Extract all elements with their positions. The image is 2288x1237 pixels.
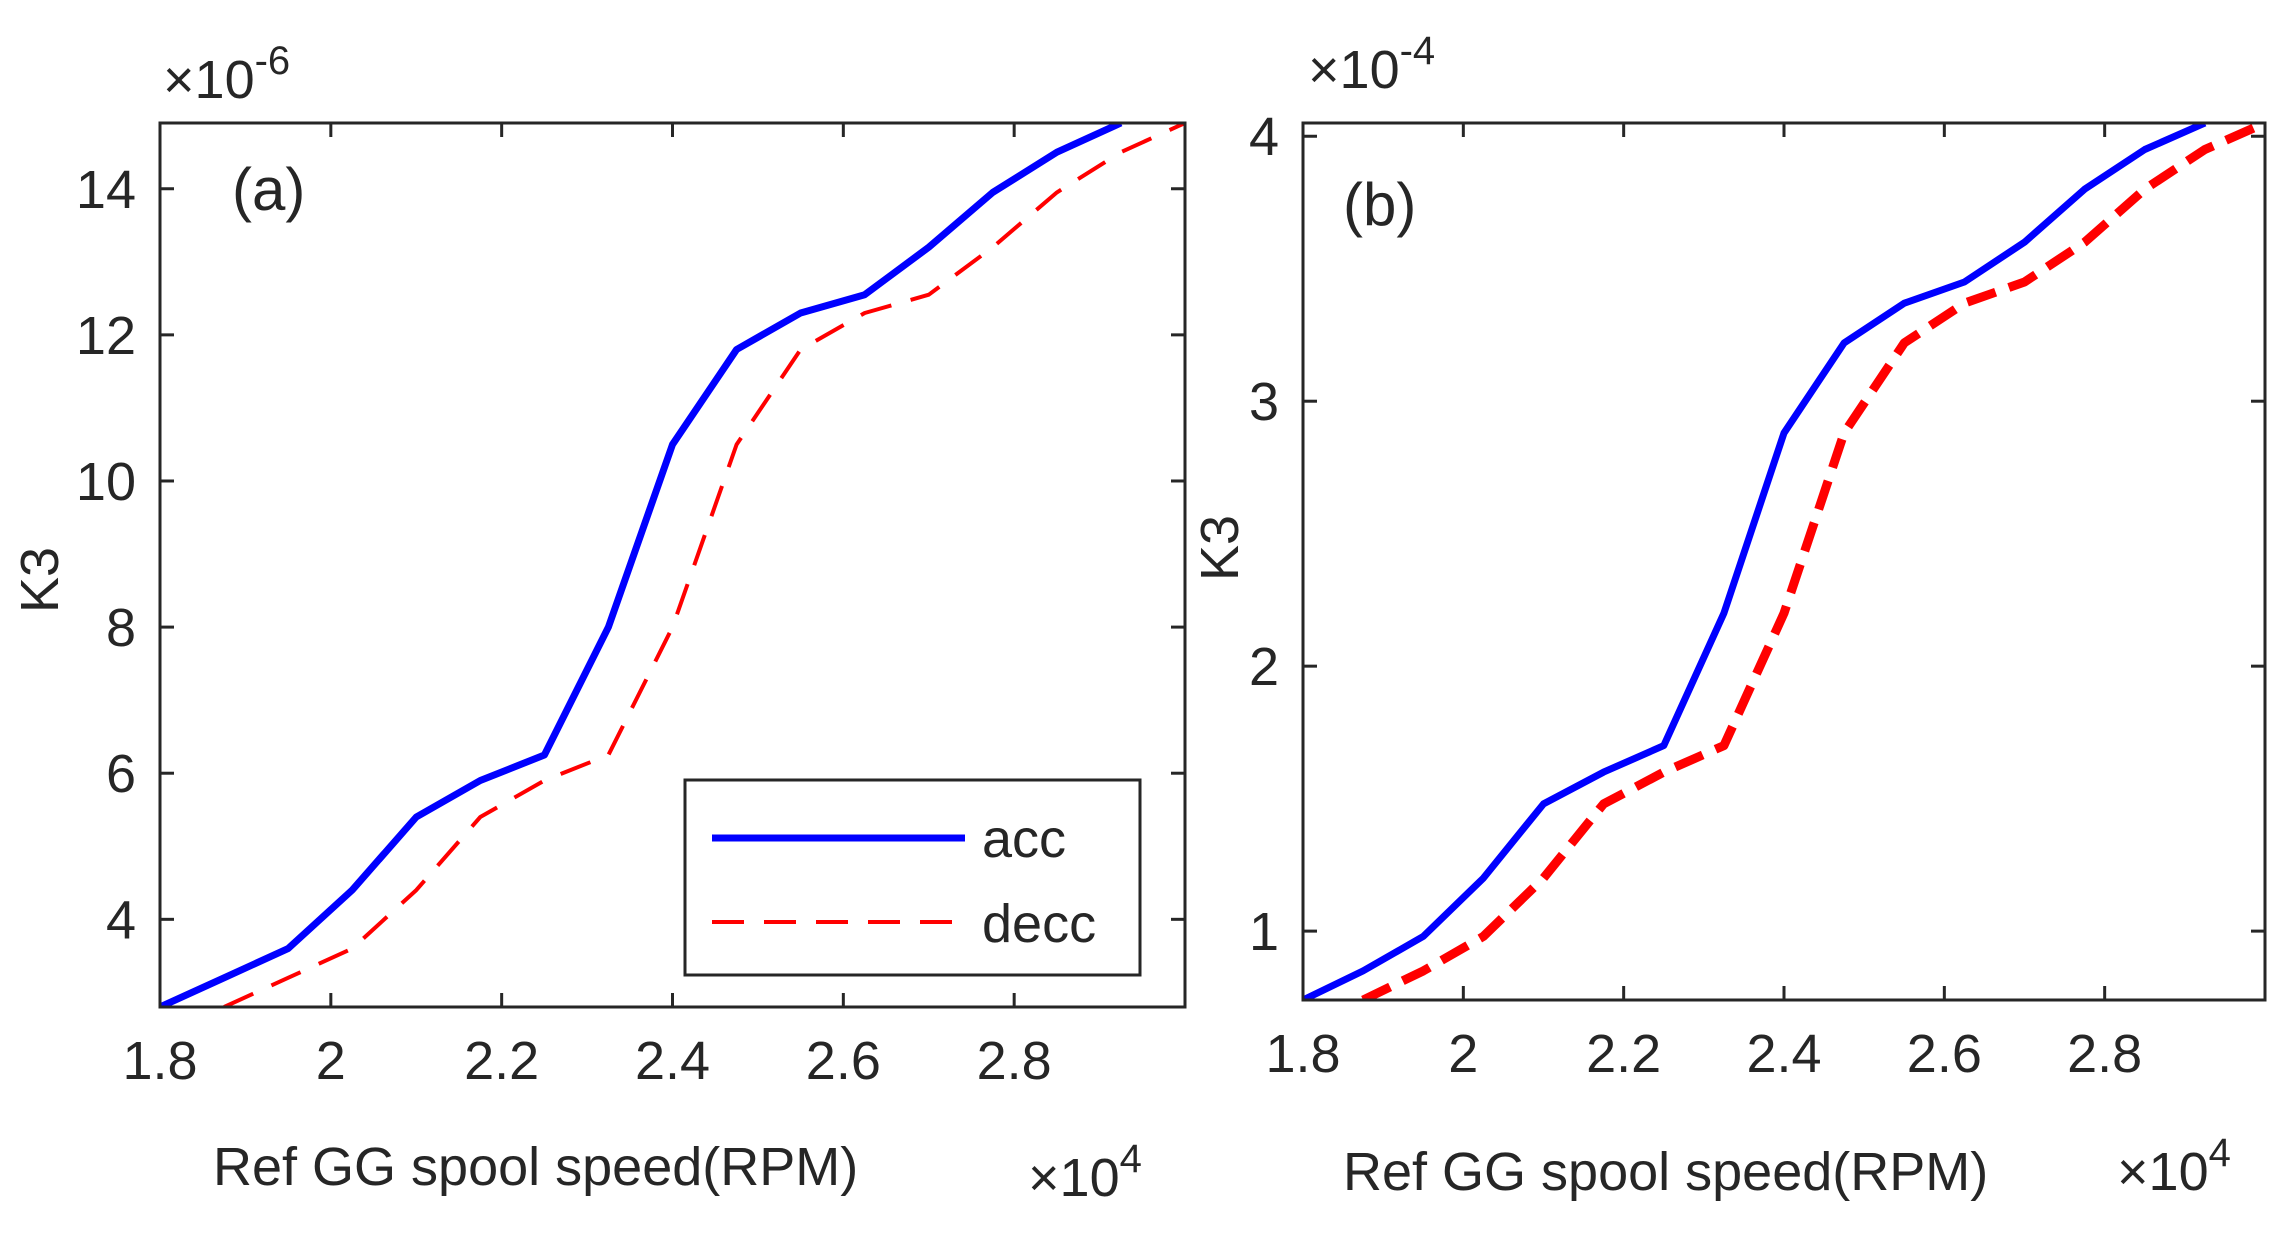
panel-b: 1.8 2 2.2 2.4 2.6 2.8 1 2 3 4 (b) ×10-4 ×104 Ref… xyxy=(1190,29,2267,1202)
series-line-acc-b xyxy=(1303,123,2207,1000)
y-tick-label-a: 10 xyxy=(76,452,136,512)
x-multiplier-b: ×104 xyxy=(2117,1131,2231,1202)
y-tick-label-a: 8 xyxy=(106,598,136,658)
x-tick-label-b: 2 xyxy=(1448,1024,1478,1084)
x-axis-label-a: Ref GG spool speed(RPM) xyxy=(213,1137,858,1197)
x-tick-label-b: 2.4 xyxy=(1746,1024,1821,1084)
x-tick-label-a: 2 xyxy=(316,1031,346,1091)
x-tick-label-b: 2.2 xyxy=(1586,1024,1661,1084)
x-tick-label-a: 2.2 xyxy=(464,1031,539,1091)
panel-label-b: (b) xyxy=(1343,171,1416,238)
y-tick-label-a: 4 xyxy=(106,890,136,950)
legend-a: acc decc xyxy=(683,778,1142,977)
series-line-decc-b xyxy=(1361,123,2265,1000)
x-tick-label-a: 2.6 xyxy=(806,1031,881,1091)
series-line-decc-a xyxy=(223,123,1185,1007)
y-tick-label-a: 6 xyxy=(106,744,136,804)
y-tick-label-b: 1 xyxy=(1249,902,1279,962)
y-ticks-a: 4 6 8 10 12 14 xyxy=(76,160,1185,950)
x-tick-label-b: 1.8 xyxy=(1265,1024,1340,1084)
panel-a: 1.8 2 2.2 2.4 2.6 2.8 4 6 8 10 12 14 (a) ×10-6 ×10… xyxy=(10,39,1187,1208)
legend-box-a xyxy=(683,778,1142,977)
x-multiplier-a: ×104 xyxy=(1028,1137,1142,1208)
x-tick-label-a: 1.8 xyxy=(122,1031,197,1091)
y-tick-label-a: 12 xyxy=(76,306,136,366)
x-tick-label-b: 2.6 xyxy=(1907,1024,1982,1084)
y-axis-label-b: K3 xyxy=(1190,515,1250,581)
x-tick-label-b: 2.8 xyxy=(2067,1024,2142,1084)
legend-label-acc: acc xyxy=(982,809,1066,869)
x-axis-label-b: Ref GG spool speed(RPM) xyxy=(1343,1142,1988,1202)
x-ticks-a: 1.8 2 2.2 2.4 2.6 2.8 xyxy=(122,123,1052,1091)
x-ticks-b: 1.8 2 2.2 2.4 2.6 2.8 xyxy=(1265,123,2142,1084)
y-axis-label-a: K3 xyxy=(10,547,70,613)
axes-box-b xyxy=(1301,121,2267,1002)
y-ticks-b: 1 2 3 4 xyxy=(1249,107,2265,962)
y-multiplier-b: ×10-4 xyxy=(1308,29,1435,100)
y-tick-label-b: 4 xyxy=(1249,107,1279,167)
x-tick-label-a: 2.8 xyxy=(977,1031,1052,1091)
y-multiplier-a: ×10-6 xyxy=(163,39,290,110)
panel-label-a: (a) xyxy=(232,156,305,223)
y-tick-label-b: 2 xyxy=(1249,637,1279,697)
x-tick-label-a: 2.4 xyxy=(635,1031,710,1091)
y-tick-label-b: 3 xyxy=(1249,372,1279,432)
legend-label-decc: decc xyxy=(982,894,1096,954)
y-tick-label-a: 14 xyxy=(76,160,136,220)
plot-area-a xyxy=(160,123,1185,1007)
plot-area-b xyxy=(1303,123,2265,1000)
series-line-acc-a xyxy=(160,123,1123,1007)
